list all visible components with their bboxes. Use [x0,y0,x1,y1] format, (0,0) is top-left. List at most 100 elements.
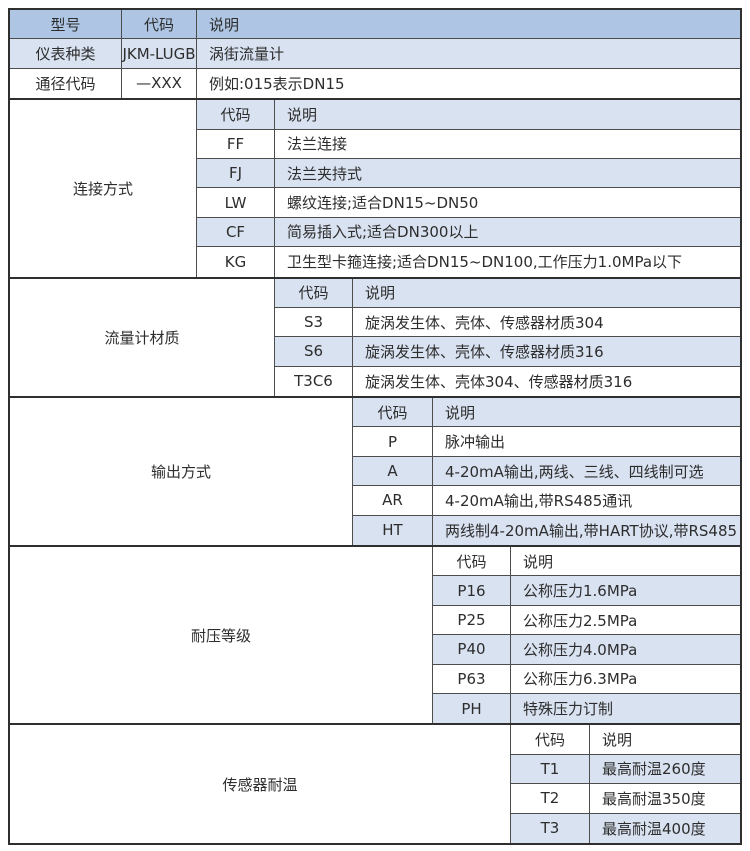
table-row: CF 简易插入式;适合DN300以上 [197,217,740,248]
code-cell: S3 [275,307,353,337]
table-row: AR 4-20mA输出,带RS485通讯 [353,486,740,516]
desc-cell: 最高耐温350度 [602,789,706,808]
desc-cell: 卫生型卡箍连接;适合DN15~DN100,工作压力1.0MPa以下 [287,253,683,272]
header-row: 型号 代码 说明 [10,10,740,40]
sub-header-row: 代码 说明 [353,398,740,428]
section-label: 输出方式 [10,398,353,546]
table-row: HT 两线制4-20mA输出,带HART协议,带RS485 [353,515,740,546]
desc-cell: 旋涡发生体、壳体304、传感器材质316 [365,372,633,391]
desc-cell: 法兰夹持式 [287,164,363,183]
section-flowmeter-material: 流量计材质 代码 说明 S3 旋涡发生体、壳体、传感器材质304 S6 旋涡发生… [10,276,740,397]
sub-table: 代码 说明 P 脉冲输出 A 4-20mA输出,两线、三线、四线制可选 AR 4… [353,398,740,546]
row-code: —XXX [122,68,197,99]
sub-table: 代码 说明 S3 旋涡发生体、壳体、传感器材质304 S6 旋涡发生体、壳体、传… [275,278,740,397]
table-row: T3C6 旋涡发生体、壳体304、传感器材质316 [275,366,740,397]
table-row: PH 特殊压力订制 [433,693,740,724]
table-row: T1 最高耐温260度 [511,754,740,785]
code-cell: A [353,456,433,486]
sub-header-code: 代码 [433,547,511,576]
desc-cell: 最高耐温400度 [602,819,706,838]
row-label: 仪表种类 [10,39,122,68]
row-instrument-type: 仪表种类 JKM-LUGB 涡街流量计 [10,39,740,69]
code-cell: T1 [511,754,590,784]
table-row: FJ 法兰夹持式 [197,158,740,189]
sub-header-code: 代码 [197,100,275,129]
sub-header-code: 代码 [353,398,433,427]
code-cell: AR [353,486,433,515]
row-label: 通径代码 [10,68,122,99]
header-cell-model: 型号 [10,10,122,39]
table-row: FF 法兰连接 [197,129,740,159]
code-cell: P40 [433,635,511,664]
desc-cell: 旋涡发生体、壳体、传感器材质316 [365,342,604,361]
sub-header-desc: 说明 [445,403,476,422]
code-cell: P16 [433,576,511,605]
table-row: T2 最高耐温350度 [511,784,740,814]
sub-header-desc: 说明 [365,284,396,303]
desc-cell: 旋涡发生体、壳体、传感器材质304 [365,313,604,332]
row-code: JKM-LUGB [122,39,197,68]
table-row: KG 卫生型卡箍连接;适合DN15~DN100,工作压力1.0MPa以下 [197,247,740,277]
code-cell: P [353,427,433,456]
code-cell: FJ [197,158,275,188]
sub-header-row: 代码 说明 [511,725,740,755]
table-row: T3 最高耐温400度 [511,813,740,843]
section-connection-type: 连接方式 代码 说明 FF 法兰连接 FJ 法兰夹持式 LW 螺纹连接;适合DN… [10,98,740,277]
desc-cell: 公称压力1.6MPa [523,582,638,601]
section-label: 传感器耐温 [10,725,511,843]
desc-cell: 螺纹连接;适合DN15~DN50 [287,194,479,213]
sub-header-code: 代码 [511,725,590,754]
section-sensor-temperature: 传感器耐温 代码 说明 T1 最高耐温260度 T2 最高耐温350度 T3 最… [10,723,740,843]
desc-cell: 公称压力6.3MPa [523,670,638,689]
code-cell: HT [353,515,433,546]
sub-header-row: 代码 说明 [197,100,740,130]
table-row: P16 公称压力1.6MPa [433,576,740,606]
desc-cell: 脉冲输出 [445,433,506,452]
code-cell: P63 [433,664,511,693]
table-row: A 4-20mA输出,两线、三线、四线制可选 [353,456,740,487]
code-cell: P25 [433,605,511,635]
desc-cell: 4-20mA输出,带RS485通讯 [445,491,633,510]
desc-cell: 两线制4-20mA输出,带HART协议,带RS485 [445,521,738,540]
desc-cell: 特殊压力订制 [523,700,614,719]
code-cell: S6 [275,337,353,366]
table-row: S6 旋涡发生体、壳体、传感器材质316 [275,337,740,367]
code-cell: T3C6 [275,366,353,397]
sub-header-desc: 说明 [602,731,633,750]
table-row: P 脉冲输出 [353,427,740,457]
desc-cell: 最高耐温260度 [602,760,706,779]
desc-cell: 公称压力4.0MPa [523,640,638,659]
desc-cell: 公称压力2.5MPa [523,611,638,630]
header-cell-code: 代码 [122,10,197,39]
section-output-type: 输出方式 代码 说明 P 脉冲输出 A 4-20mA输出,两线、三线、四线制可选… [10,396,740,546]
table-row: LW 螺纹连接;适合DN15~DN50 [197,188,740,218]
code-cell: KG [197,247,275,277]
row-diameter-code: 通径代码 —XXX 例如:015表示DN15 [10,68,740,99]
sub-header-code: 代码 [275,278,353,307]
sub-header-row: 代码 说明 [433,547,740,577]
table-row: P25 公称压力2.5MPa [433,605,740,636]
code-cell: PH [433,693,511,724]
code-cell: CF [197,217,275,247]
section-pressure-rating: 耐压等级 代码 说明 P16 公称压力1.6MPa P25 公称压力2.5MPa… [10,545,740,724]
code-cell: LW [197,188,275,217]
sub-table: 代码 说明 P16 公称压力1.6MPa P25 公称压力2.5MPa P40 … [433,547,740,724]
sub-header-desc: 说明 [287,105,318,124]
desc-cell: 法兰连接 [287,135,348,154]
code-cell: T3 [511,813,590,843]
code-cell: T2 [511,784,590,813]
desc-cell: 4-20mA输出,两线、三线、四线制可选 [445,462,704,481]
section-label: 连接方式 [10,100,197,277]
section-label: 流量计材质 [10,278,275,397]
section-label: 耐压等级 [10,547,433,724]
table-row: P40 公称压力4.0MPa [433,635,740,665]
spec-table: 型号 代码 说明 仪表种类 JKM-LUGB 涡街流量计 通径代码 —XXX 例… [8,8,742,845]
code-cell: FF [197,129,275,158]
sub-table: 代码 说明 T1 最高耐温260度 T2 最高耐温350度 T3 最高耐温400… [511,725,740,843]
sub-header-desc: 说明 [523,552,554,571]
sub-table: 代码 说明 FF 法兰连接 FJ 法兰夹持式 LW 螺纹连接;适合DN15~DN… [197,100,740,277]
row-desc: 涡街流量计 [209,45,285,64]
header-cell-desc: 说明 [209,15,240,34]
desc-cell: 简易插入式;适合DN300以上 [287,223,479,242]
